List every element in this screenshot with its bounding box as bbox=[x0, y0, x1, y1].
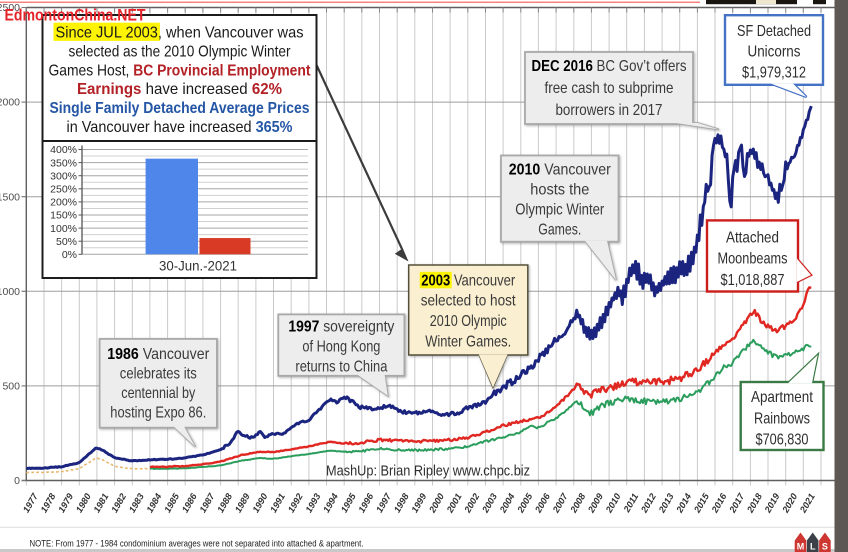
svg-text:hosting Expo 86.: hosting Expo 86. bbox=[110, 405, 206, 422]
svg-text:Earnings have increased 62%: Earnings have increased 62% bbox=[77, 81, 282, 98]
svg-text:1986 Vancouver: 1986 Vancouver bbox=[107, 346, 209, 363]
svg-text:500: 500 bbox=[2, 381, 20, 393]
svg-text:50%: 50% bbox=[56, 236, 77, 248]
svg-text:250%: 250% bbox=[50, 184, 77, 196]
svg-text:L: L bbox=[810, 542, 816, 552]
svg-text:Single Family Detached Average: Single Family Detached Average Prices bbox=[50, 100, 310, 117]
svg-text:2003 Vancouver: 2003 Vancouver bbox=[421, 273, 515, 290]
svg-text:$1,018,887: $1,018,887 bbox=[721, 272, 785, 289]
svg-text:of Hong Kong: of Hong Kong bbox=[302, 338, 380, 355]
svg-text:NOTE: From 1977 - 1984 condom: NOTE: From 1977 - 1984 condominium avera… bbox=[30, 539, 364, 549]
svg-text:returns to China: returns to China bbox=[295, 358, 387, 375]
svg-text:EdmontonChina.NET: EdmontonChina.NET bbox=[5, 6, 147, 25]
svg-text:Olympic Winter: Olympic Winter bbox=[515, 202, 604, 219]
svg-text:M: M bbox=[797, 542, 805, 552]
svg-text:Rainbows: Rainbows bbox=[754, 410, 810, 427]
svg-text:celebrates its: celebrates its bbox=[120, 365, 197, 382]
svg-text:1500: 1500 bbox=[0, 191, 20, 203]
svg-text:free cash to subprime: free cash to subprime bbox=[545, 80, 674, 97]
svg-text:Attached: Attached bbox=[726, 230, 779, 247]
svg-text:hosts the: hosts the bbox=[530, 182, 589, 199]
svg-text:selected as the 2010 Olympic W: selected as the 2010 Olympic Winter bbox=[69, 43, 291, 60]
svg-text:selected to host: selected to host bbox=[421, 293, 517, 310]
svg-text:300%: 300% bbox=[50, 170, 77, 182]
svg-text:2010 Olympic: 2010 Olympic bbox=[430, 313, 507, 330]
svg-text:borrowers in 2017: borrowers in 2017 bbox=[556, 102, 663, 119]
svg-text:0%: 0% bbox=[62, 249, 77, 261]
svg-text:Moonbeams: Moonbeams bbox=[718, 251, 788, 268]
svg-text:2010 Vancouver: 2010 Vancouver bbox=[509, 161, 611, 178]
svg-text:150%: 150% bbox=[50, 210, 77, 222]
svg-text:centennial by: centennial by bbox=[121, 385, 195, 402]
svg-text:2000: 2000 bbox=[0, 97, 20, 109]
svg-text:1997 sovereignty: 1997 sovereignty bbox=[288, 318, 394, 335]
svg-text:2500: 2500 bbox=[0, 2, 20, 14]
svg-text:MashUp: Brian Ripley www.chpc.: MashUp: Brian Ripley www.chpc.biz bbox=[326, 463, 530, 480]
svg-text:S: S bbox=[822, 542, 828, 552]
svg-text:400%: 400% bbox=[50, 144, 77, 156]
svg-text:$1,979,312: $1,979,312 bbox=[742, 64, 806, 81]
svg-text:DEC 2016 BC Gov’t offers: DEC 2016 BC Gov’t offers bbox=[532, 58, 687, 75]
svg-text:Games.: Games. bbox=[538, 222, 581, 239]
svg-text:$706,830: $706,830 bbox=[756, 432, 809, 449]
svg-text:350%: 350% bbox=[50, 157, 77, 169]
svg-text:100%: 100% bbox=[50, 223, 77, 235]
svg-text:0: 0 bbox=[14, 475, 20, 487]
svg-text:SF Detached: SF Detached bbox=[737, 23, 811, 40]
svg-text:Unicorns: Unicorns bbox=[748, 44, 801, 61]
svg-text:in Vancouver have increased 36: in Vancouver have increased 365% bbox=[67, 119, 293, 136]
svg-text:30-Jun.-2021: 30-Jun.-2021 bbox=[159, 259, 237, 274]
svg-text:Games Host, BC Provincial Empl: Games Host, BC Provincial Employment bbox=[49, 62, 312, 79]
svg-text:Since JUL 2003, when Vancouver: Since JUL 2003, when Vancouver was bbox=[56, 25, 304, 42]
svg-text:1000: 1000 bbox=[0, 286, 20, 298]
svg-text:Apartment: Apartment bbox=[751, 389, 814, 406]
svg-text:Winter Games.: Winter Games. bbox=[425, 333, 511, 350]
svg-text:200%: 200% bbox=[50, 197, 77, 209]
